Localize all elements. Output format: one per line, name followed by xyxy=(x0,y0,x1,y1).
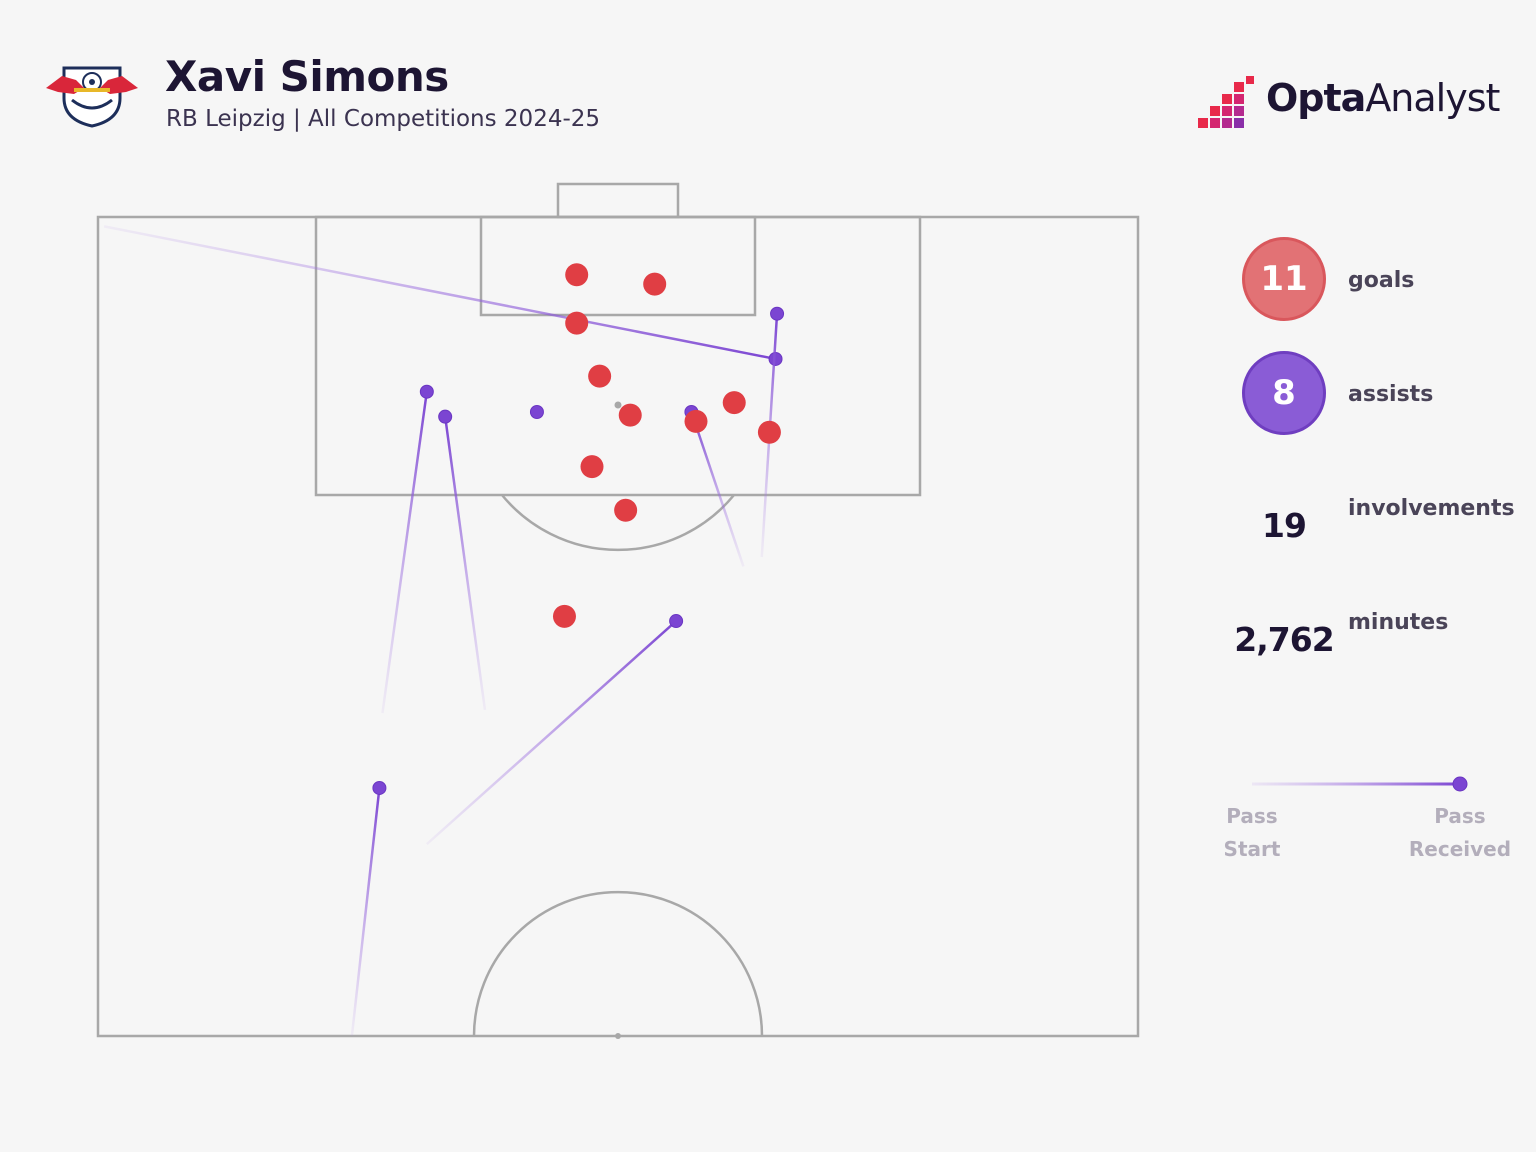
stat-minutes: 2,762 minutes xyxy=(1220,600,1536,690)
pitch-markings xyxy=(96,182,1140,1038)
legend-start-line1: Pass xyxy=(1226,804,1278,828)
legend-end-line1: Pass xyxy=(1434,804,1486,828)
penalty-arc xyxy=(501,494,735,552)
goal-point xyxy=(614,498,638,522)
pass-legend: Pass Start Pass Received xyxy=(1200,770,1530,870)
brand-light: Analyst xyxy=(1365,76,1500,120)
goal-point xyxy=(552,604,576,628)
goal-point xyxy=(722,391,746,415)
assist-pass-line xyxy=(443,416,487,711)
penalty-area xyxy=(314,215,922,497)
assist-pass-line xyxy=(381,391,429,714)
six-yard-box xyxy=(479,215,757,317)
assist-pass-line xyxy=(690,411,745,567)
assist-received-point xyxy=(438,409,453,424)
opta-analyst-logo: OptaAnalyst xyxy=(1196,72,1516,134)
centre-circle xyxy=(472,890,764,1037)
stat-assists: 8 assists xyxy=(1220,344,1536,435)
assist-layer xyxy=(103,225,785,1037)
goal-point xyxy=(757,420,781,444)
legend-pass-line xyxy=(1252,782,1460,786)
stats-panel: 11 goals 8 assists 19 involvements 2,762… xyxy=(1220,230,1536,670)
player-name: Xavi Simons xyxy=(165,52,449,101)
legend-start-label: Pass Start xyxy=(1192,800,1312,866)
goal-point xyxy=(588,364,612,388)
assist-received-point xyxy=(770,306,785,321)
involvements-value: 19 xyxy=(1262,506,1307,545)
legend-end-line2: Received xyxy=(1408,837,1512,861)
assist-pass-line xyxy=(350,787,381,1037)
penalty-spot xyxy=(614,401,622,409)
assist-received-point xyxy=(419,384,434,399)
subtitle: RB Leipzig | All Competitions 2024-25 xyxy=(166,106,601,132)
stat-goals: 11 goals xyxy=(1220,230,1536,321)
legend-start-line2: Start xyxy=(1223,837,1281,861)
rb-leipzig-crest-icon xyxy=(46,66,138,128)
minutes-value: 2,762 xyxy=(1234,620,1334,659)
brand-strong: Opta xyxy=(1266,76,1366,120)
assists-label: assists xyxy=(1348,382,1434,407)
goal-layer xyxy=(552,263,781,628)
assist-pass-line xyxy=(425,620,677,846)
assist-received-point xyxy=(669,614,684,629)
assists-badge: 8 xyxy=(1242,351,1326,435)
centre-spot xyxy=(615,1033,621,1039)
legend-line xyxy=(1252,776,1468,792)
goal-point xyxy=(580,455,604,479)
goal-frame xyxy=(556,182,680,219)
stat-involvements: 19 involvements xyxy=(1220,486,1536,576)
assist-received-point xyxy=(529,405,544,419)
opta-bars-icon xyxy=(1198,76,1254,128)
goal-point xyxy=(643,272,667,296)
legend-pass-dot xyxy=(1452,776,1468,792)
involvements-label: involvements xyxy=(1348,496,1515,521)
goal-point xyxy=(618,403,642,427)
goal-point xyxy=(565,263,589,287)
goal-point xyxy=(565,311,589,335)
header: Xavi Simons RB Leipzig | All Competition… xyxy=(0,0,1536,160)
assist-pass-line xyxy=(103,225,776,361)
goals-badge: 11 xyxy=(1242,237,1326,321)
assist-received-point xyxy=(372,780,387,795)
pitch-outline xyxy=(96,215,1140,1038)
goal-point xyxy=(684,409,708,433)
legend-end-label: Pass Received xyxy=(1400,800,1520,866)
goals-label: goals xyxy=(1348,268,1415,293)
minutes-label: minutes xyxy=(1348,610,1449,635)
